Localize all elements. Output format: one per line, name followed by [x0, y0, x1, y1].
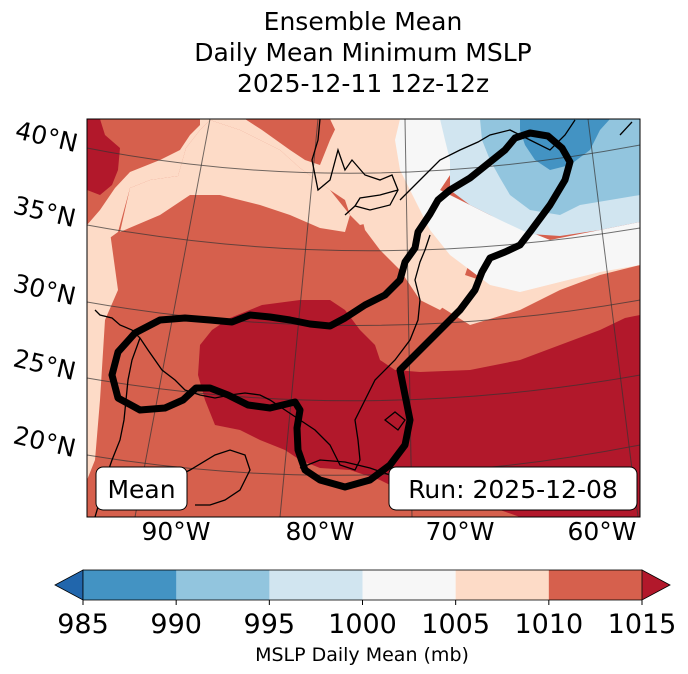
map-frame: [86, 118, 641, 518]
lat-label-25: 25°N: [11, 344, 79, 386]
lat-label-40: 40°N: [13, 116, 81, 158]
colorbar-bin-990-995: [176, 570, 270, 600]
mean-annotation-text: Mean: [107, 475, 175, 504]
colorbar: 985 990 995 1000 1005 1010 1015: [54, 569, 677, 640]
lon-label-90: 90°W: [141, 517, 210, 546]
colorbar-tick-label: 1015: [608, 609, 677, 640]
probability-contour: [108, 129, 574, 491]
lat-label-35: 35°N: [11, 191, 79, 233]
lon-label-60: 60°W: [567, 517, 636, 546]
colorbar-bin-1010-1015: [548, 570, 643, 600]
lon-label-70: 70°W: [425, 517, 494, 546]
chart-title: Ensemble Mean Daily Mean Minimum MSLP 20…: [0, 6, 688, 99]
colorbar-bin-1000-1005: [362, 570, 457, 600]
colorbar-bin-1005-1010: [455, 570, 550, 600]
colorbar-under-arrow: [54, 569, 84, 601]
field-gt1015-northwest: [87, 119, 120, 195]
field-1005-1010-west-strip: [87, 232, 118, 480]
colorbar-tick-label: 985: [57, 609, 109, 640]
colorbar-bin-985-990: [83, 570, 177, 600]
lat-labels: 40°N 35°N 30°N 25°N 20°N: [11, 116, 81, 463]
lat-label-30: 30°N: [11, 269, 79, 311]
colorbar-tick-label: 990: [150, 609, 202, 640]
colorbar-tick-label: 1005: [421, 609, 490, 640]
colorbar-label: MSLP Daily Mean (mb): [255, 644, 469, 666]
title-line-1: Ensemble Mean: [263, 7, 463, 36]
lat-label-20: 20°N: [11, 421, 79, 463]
map-area: [87, 119, 640, 517]
run-annotation-text: Run: 2025-12-08: [408, 475, 618, 504]
title-line-2: Daily Mean Minimum MSLP: [194, 38, 532, 67]
title-line-3: 2025-12-11 12z-12z: [236, 69, 490, 98]
field-1005-1010-central: [120, 120, 350, 232]
lon-label-80: 80°W: [285, 517, 354, 546]
lon-labels: 90°W 80°W 70°W 60°W: [141, 517, 636, 546]
colorbar-tick-label: 1000: [328, 609, 397, 640]
colorbar-over-arrow: [641, 569, 671, 601]
colorbar-tick-label: 995: [244, 609, 296, 640]
run-annotation: Run: 2025-12-08: [388, 466, 638, 511]
colorbar-tick-label: 1010: [514, 609, 583, 640]
colorbar-bin-995-1000: [269, 570, 363, 600]
mean-annotation: Mean: [95, 466, 188, 511]
